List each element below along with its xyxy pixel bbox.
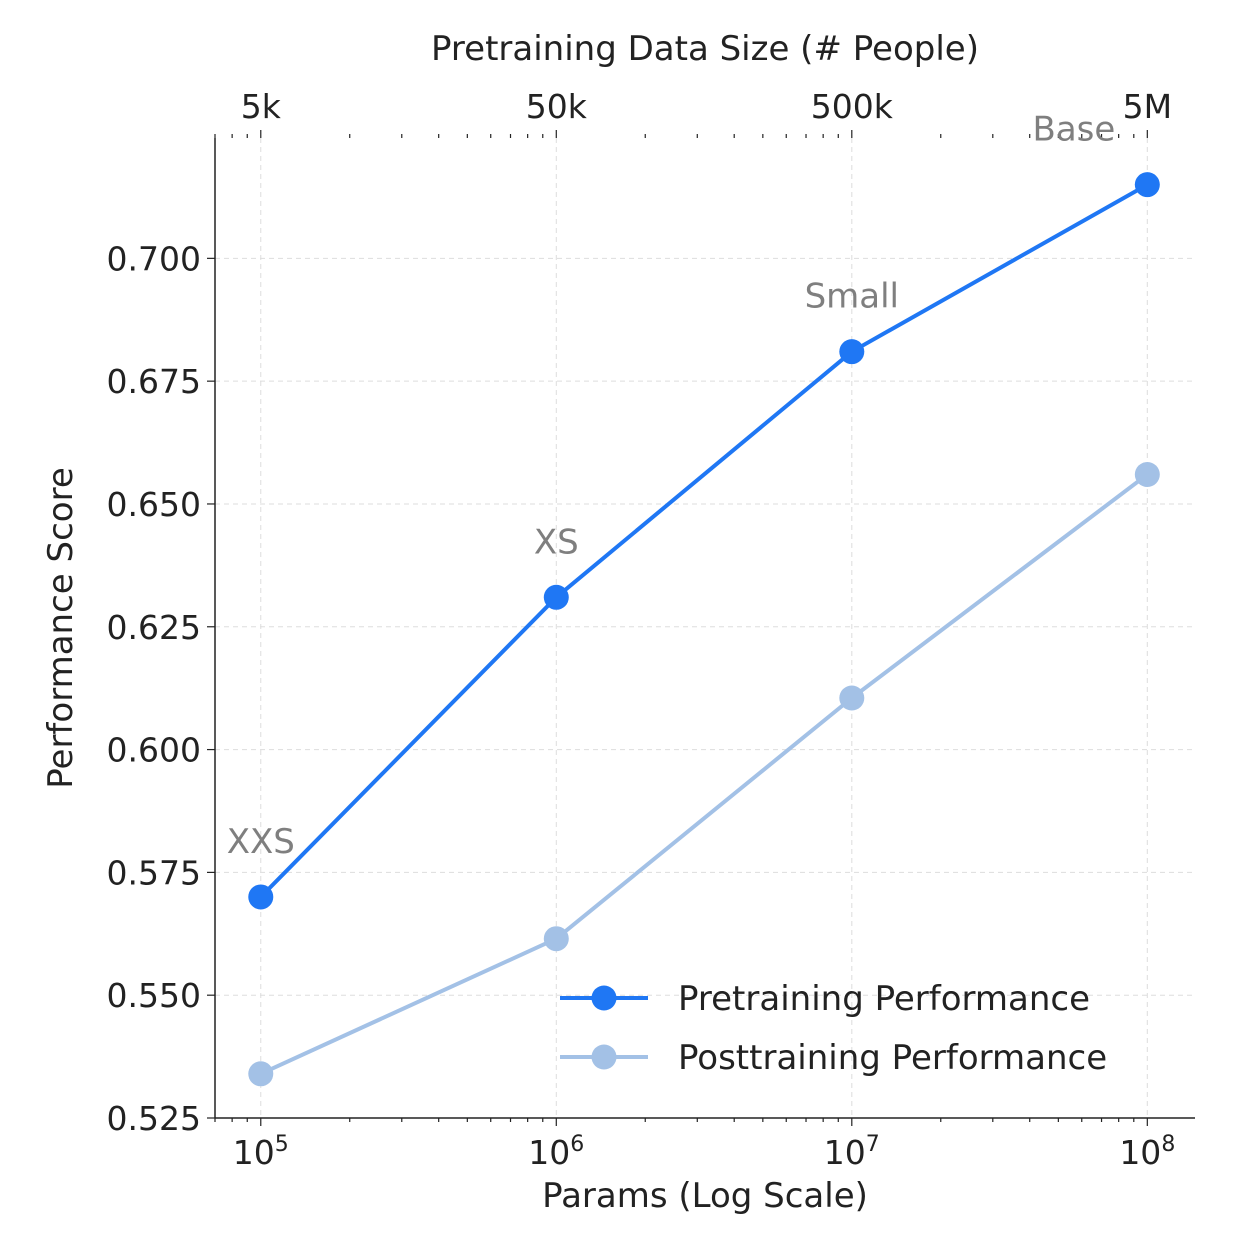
y-tick-label: 0.700 xyxy=(107,239,201,278)
data-point xyxy=(248,884,274,910)
x-tick-label: 107 xyxy=(824,1132,880,1172)
x-tick-label: 105 xyxy=(233,1132,289,1172)
model-size-label: Small xyxy=(805,277,899,317)
series-line xyxy=(259,182,1149,899)
data-point xyxy=(543,584,569,610)
x-axis-title: Params (Log Scale) xyxy=(542,1176,868,1216)
y-tick-label: 0.675 xyxy=(107,362,201,401)
axes-spines xyxy=(214,138,1195,1119)
top-x-axis: 5k 50k 500k 5M xyxy=(214,87,1172,138)
y-tick-label: 0.575 xyxy=(107,853,201,892)
legend-marker xyxy=(591,1044,617,1070)
x-tick-label: 106 xyxy=(528,1132,584,1172)
top-tick-label: 5M xyxy=(1123,87,1172,126)
y-tick-label: 0.650 xyxy=(107,485,201,524)
grid xyxy=(215,138,1195,1119)
legend-marker xyxy=(591,985,617,1011)
legend: Pretraining Performance Posttraining Perf… xyxy=(560,979,1107,1078)
y-tick-label: 0.525 xyxy=(107,1099,201,1138)
point-labels: XXS XS Small Base xyxy=(227,110,1116,862)
model-size-label: XXS xyxy=(227,822,295,862)
top-tick-label: 50k xyxy=(526,87,588,126)
y-axis-title: Performance Score xyxy=(41,467,81,789)
y-axis: 0.525 0.550 0.575 0.600 0.625 0.650 0.675 0.700 xyxy=(107,239,215,1138)
data-point xyxy=(248,1061,274,1087)
legend-label: Pretraining Performance xyxy=(678,979,1090,1019)
series-line xyxy=(259,472,1149,1076)
y-tick-label: 0.600 xyxy=(107,731,201,770)
top-tick-label: 5k xyxy=(241,87,282,126)
x-axis: 105 106 107 108 xyxy=(214,1118,1175,1172)
series-layer xyxy=(248,172,1160,1087)
data-point xyxy=(1134,172,1160,198)
model-size-label: Base xyxy=(1033,110,1116,150)
x-tick-label: 108 xyxy=(1119,1132,1175,1172)
y-tick-label: 0.625 xyxy=(107,608,201,647)
data-point xyxy=(543,926,569,952)
data-point xyxy=(839,685,865,711)
y-tick-label: 0.550 xyxy=(107,976,201,1015)
model-size-label: XS xyxy=(534,522,579,562)
data-point xyxy=(839,339,865,365)
top-tick-label: 500k xyxy=(811,87,894,126)
data-point xyxy=(1134,461,1160,487)
legend-label: Posttraining Performance xyxy=(678,1038,1107,1078)
top-x-axis-title: Pretraining Data Size (# People) xyxy=(431,29,979,69)
